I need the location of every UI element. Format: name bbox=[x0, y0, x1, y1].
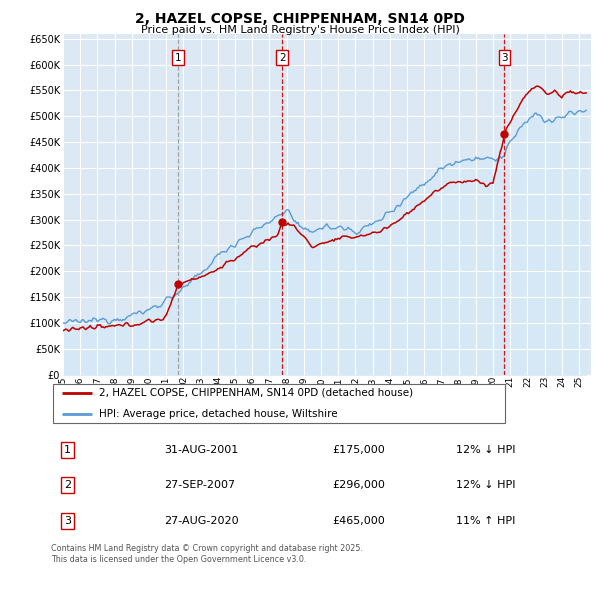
Text: 3: 3 bbox=[64, 516, 71, 526]
Text: 11% ↑ HPI: 11% ↑ HPI bbox=[456, 516, 515, 526]
Text: 12% ↓ HPI: 12% ↓ HPI bbox=[456, 445, 515, 455]
Text: £175,000: £175,000 bbox=[332, 445, 385, 455]
Text: 27-AUG-2020: 27-AUG-2020 bbox=[164, 516, 239, 526]
Text: This data is licensed under the Open Government Licence v3.0.: This data is licensed under the Open Gov… bbox=[51, 555, 307, 563]
Text: 2, HAZEL COPSE, CHIPPENHAM, SN14 0PD (detached house): 2, HAZEL COPSE, CHIPPENHAM, SN14 0PD (de… bbox=[99, 388, 413, 398]
Text: £296,000: £296,000 bbox=[332, 480, 385, 490]
Text: 1: 1 bbox=[64, 445, 71, 455]
Text: 2, HAZEL COPSE, CHIPPENHAM, SN14 0PD: 2, HAZEL COPSE, CHIPPENHAM, SN14 0PD bbox=[135, 12, 465, 26]
Text: HPI: Average price, detached house, Wiltshire: HPI: Average price, detached house, Wilt… bbox=[99, 409, 338, 419]
Text: 3: 3 bbox=[501, 53, 508, 63]
FancyBboxPatch shape bbox=[53, 384, 505, 423]
Text: 2: 2 bbox=[279, 53, 286, 63]
Text: 31-AUG-2001: 31-AUG-2001 bbox=[164, 445, 239, 455]
Text: 27-SEP-2007: 27-SEP-2007 bbox=[164, 480, 236, 490]
Text: Price paid vs. HM Land Registry's House Price Index (HPI): Price paid vs. HM Land Registry's House … bbox=[140, 25, 460, 35]
Text: 12% ↓ HPI: 12% ↓ HPI bbox=[456, 480, 515, 490]
Text: Contains HM Land Registry data © Crown copyright and database right 2025.: Contains HM Land Registry data © Crown c… bbox=[51, 544, 363, 553]
Text: £465,000: £465,000 bbox=[332, 516, 385, 526]
Text: 2: 2 bbox=[64, 480, 71, 490]
Text: 1: 1 bbox=[175, 53, 181, 63]
